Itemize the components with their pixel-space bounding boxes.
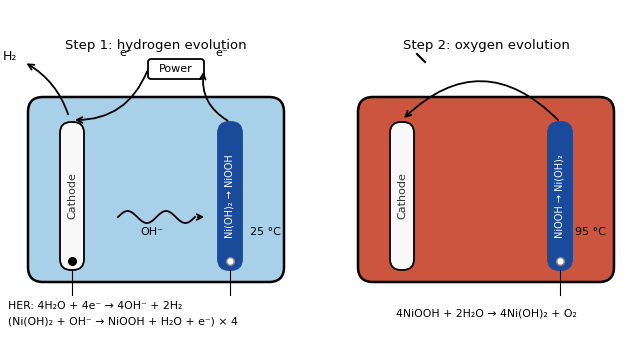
FancyBboxPatch shape (390, 122, 414, 270)
Text: H₂: H₂ (3, 50, 17, 63)
Text: (Ni(OH)₂ + OH⁻ → NiOOH + H₂O + e⁻) × 4: (Ni(OH)₂ + OH⁻ → NiOOH + H₂O + e⁻) × 4 (8, 317, 238, 327)
Text: 25 °C: 25 °C (250, 227, 281, 237)
Text: e⁻: e⁻ (216, 48, 228, 58)
Text: Ni(OH)₂ → NiOOH: Ni(OH)₂ → NiOOH (225, 154, 235, 238)
Text: OH⁻: OH⁻ (141, 227, 163, 237)
Text: NiOOH → Ni(OH)₂: NiOOH → Ni(OH)₂ (555, 154, 565, 238)
FancyBboxPatch shape (548, 122, 572, 270)
FancyBboxPatch shape (218, 122, 242, 270)
FancyBboxPatch shape (60, 122, 84, 270)
FancyBboxPatch shape (148, 59, 204, 79)
Text: 4NiOOH + 2H₂O → 4Ni(OH)₂ + O₂: 4NiOOH + 2H₂O → 4Ni(OH)₂ + O₂ (396, 309, 577, 319)
Text: HER: 4H₂O + 4e⁻ → 4OH⁻ + 2H₂: HER: 4H₂O + 4e⁻ → 4OH⁻ + 2H₂ (8, 301, 182, 311)
FancyBboxPatch shape (28, 97, 284, 282)
Text: Cathode: Cathode (397, 172, 407, 220)
Text: Step 1: hydrogen evolution: Step 1: hydrogen evolution (65, 39, 247, 51)
Text: Power: Power (159, 64, 193, 74)
FancyBboxPatch shape (358, 97, 614, 282)
Text: Cathode: Cathode (67, 172, 77, 220)
Text: Step 2: oxygen evolution: Step 2: oxygen evolution (403, 39, 570, 51)
Text: 95 °C: 95 °C (575, 227, 606, 237)
Text: e⁻: e⁻ (120, 48, 132, 58)
